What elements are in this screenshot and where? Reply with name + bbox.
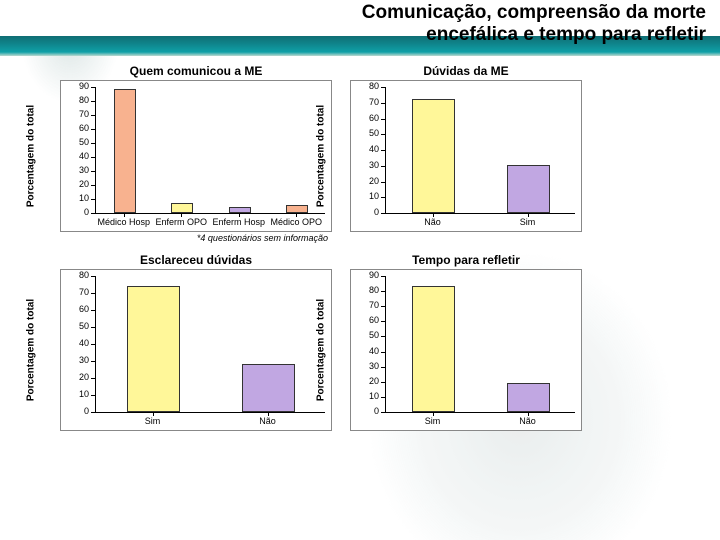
chart-tempo-refletir: Tempo para refletirPorcentagem do total0… xyxy=(350,253,582,431)
y-tick-label: 10 xyxy=(63,193,89,203)
bar xyxy=(171,203,193,213)
category-label: Sim xyxy=(382,416,483,426)
chart-title: Quem comunicou a ME xyxy=(60,64,332,78)
category-label: Enferm OPO xyxy=(150,217,214,227)
y-tick-label: 50 xyxy=(63,137,89,147)
category-label: Não xyxy=(382,217,483,227)
slide-title: Comunicação, compreensão da morteencefál… xyxy=(362,2,706,46)
y-axis-label: Porcentagem do total xyxy=(316,105,327,207)
bar xyxy=(242,364,295,412)
bar xyxy=(507,165,551,213)
bar xyxy=(412,286,456,412)
category-label: Não xyxy=(207,416,328,426)
y-tick-label: 20 xyxy=(353,176,379,186)
bar xyxy=(507,383,551,412)
chart-grid: Quem comunicou a ME Porcentagem do total 0… xyxy=(60,62,700,439)
y-tick-label: 40 xyxy=(353,346,379,356)
y-tick-label: 70 xyxy=(353,300,379,310)
y-tick-label: 30 xyxy=(63,355,89,365)
y-tick-label: 70 xyxy=(63,109,89,119)
y-tick-label: 30 xyxy=(63,165,89,175)
y-axis-label: Porcentagem do total xyxy=(316,299,327,401)
category-label: Sim xyxy=(92,416,213,426)
y-tick-label: 80 xyxy=(353,285,379,295)
bar xyxy=(127,286,180,412)
y-tick-label: 40 xyxy=(353,144,379,154)
y-tick-label: 20 xyxy=(63,372,89,382)
y-tick-label: 70 xyxy=(353,97,379,107)
chart-footnote: *4 questionários sem informação xyxy=(60,233,328,243)
chart-quem-comunicou: Quem comunicou a ME Porcentagem do total 0… xyxy=(60,64,332,243)
y-tick-label: 80 xyxy=(63,270,89,280)
category-label: Sim xyxy=(477,217,578,227)
y-tick-label: 0 xyxy=(353,207,379,217)
bar xyxy=(412,99,456,213)
y-tick-label: 40 xyxy=(63,151,89,161)
chart-esclareceu: Esclareceu dúvidas Porcentagem do total 0 1… xyxy=(60,253,332,431)
y-tick-label: 80 xyxy=(63,95,89,105)
chart-duvidas-me: Dúvidas da MEPorcentagem do total0102030… xyxy=(350,64,582,243)
y-tick-label: 90 xyxy=(63,81,89,91)
category-label: Não xyxy=(477,416,578,426)
y-tick-label: 30 xyxy=(353,361,379,371)
y-tick-label: 50 xyxy=(353,128,379,138)
y-axis-label: Porcentagem do total xyxy=(26,299,37,401)
chart-title: Tempo para refletir xyxy=(350,253,582,267)
y-tick-label: 50 xyxy=(353,330,379,340)
y-tick-label: 60 xyxy=(63,123,89,133)
y-tick-label: 80 xyxy=(353,81,379,91)
y-tick-label: 50 xyxy=(63,321,89,331)
y-tick-label: 10 xyxy=(63,389,89,399)
y-tick-label: 60 xyxy=(63,304,89,314)
category-label: Enferm Hosp xyxy=(207,217,271,227)
y-tick-label: 10 xyxy=(353,191,379,201)
y-tick-label: 60 xyxy=(353,315,379,325)
y-tick-label: 90 xyxy=(353,270,379,280)
y-tick-label: 0 xyxy=(353,406,379,416)
y-tick-label: 10 xyxy=(353,391,379,401)
chart-title: Dúvidas da ME xyxy=(350,64,582,78)
y-tick-label: 20 xyxy=(353,376,379,386)
bar xyxy=(114,89,136,213)
y-tick-label: 40 xyxy=(63,338,89,348)
category-label: Médico OPO xyxy=(265,217,329,227)
bar xyxy=(286,205,308,213)
y-tick-label: 20 xyxy=(63,179,89,189)
y-tick-label: 60 xyxy=(353,113,379,123)
chart-title: Esclareceu dúvidas xyxy=(60,253,332,267)
y-axis-label: Porcentagem do total xyxy=(26,105,37,207)
y-tick-label: 0 xyxy=(63,406,89,416)
category-label: Médico Hosp xyxy=(92,217,156,227)
y-tick-label: 0 xyxy=(63,207,89,217)
y-tick-label: 30 xyxy=(353,160,379,170)
y-tick-label: 70 xyxy=(63,287,89,297)
